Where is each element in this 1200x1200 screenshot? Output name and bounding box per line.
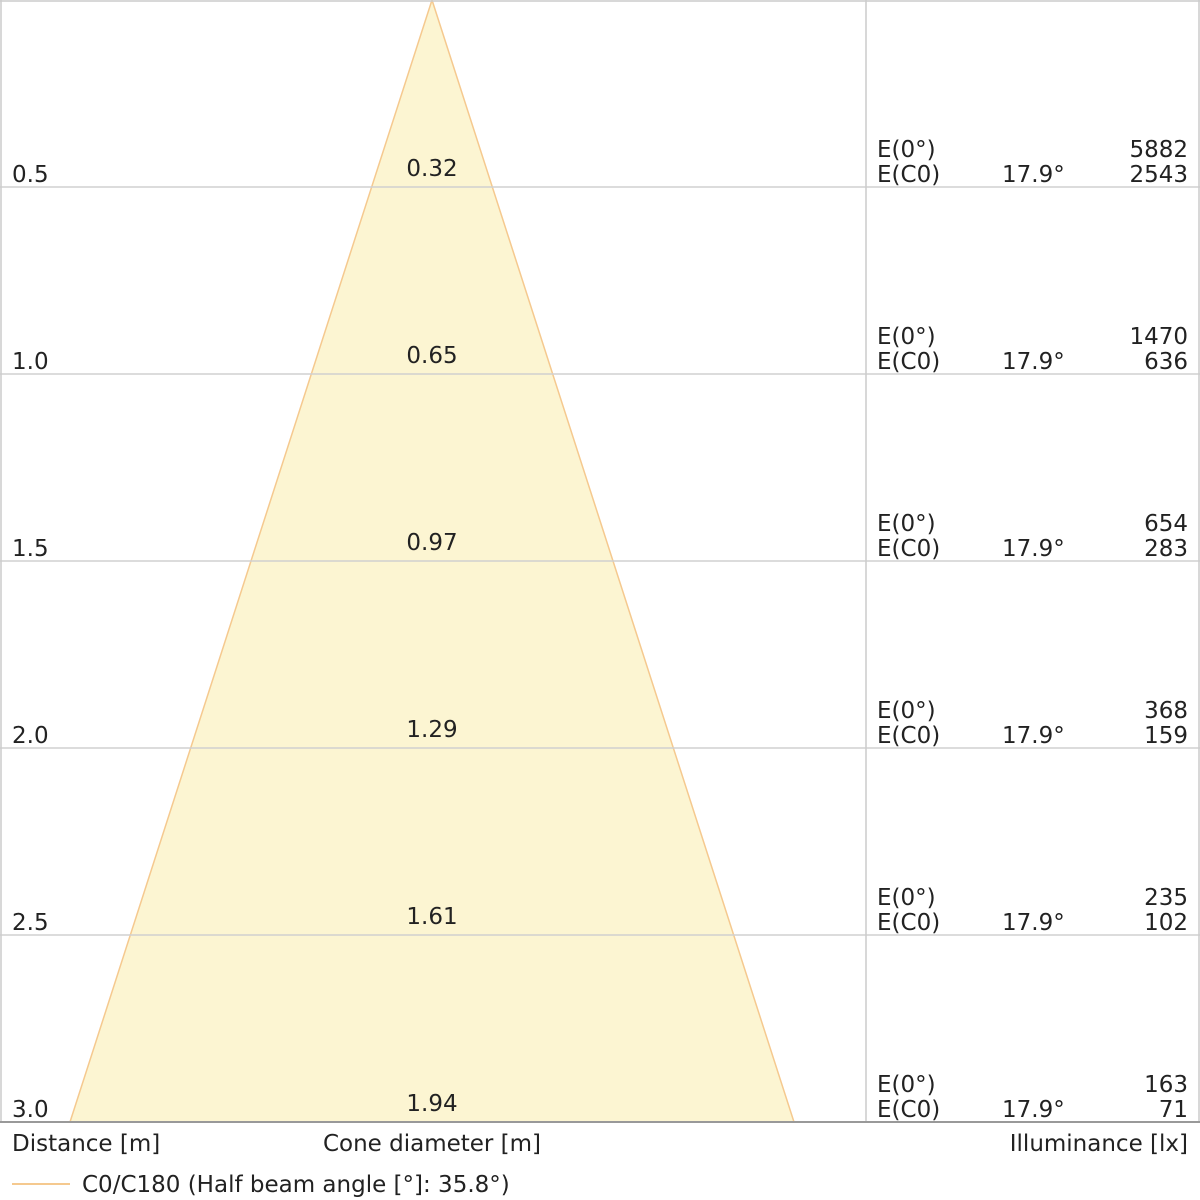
- half-angle-value: 17.9°: [1002, 723, 1065, 749]
- grid-lines: [0, 186, 1200, 936]
- distance-label: 3.0: [12, 1097, 49, 1123]
- distance-label: 2.0: [12, 723, 49, 749]
- cone-diameter-label: 0.32: [406, 156, 457, 182]
- ec0-value: 636: [1144, 349, 1188, 375]
- cone-diameter-label: 0.97: [406, 530, 457, 556]
- e0-value: 368: [1144, 698, 1188, 724]
- half-angle-value: 17.9°: [1002, 349, 1065, 375]
- ec0-label: E(C0): [877, 162, 940, 188]
- distance-axis-label: Distance [m]: [12, 1131, 160, 1157]
- distance-label: 0.5: [12, 162, 49, 188]
- half-angle-value: 17.9°: [1002, 910, 1065, 936]
- half-angle-value: 17.9°: [1002, 1097, 1065, 1123]
- ec0-value: 102: [1144, 910, 1188, 936]
- cone-diameter-axis-label: Cone diameter [m]: [323, 1131, 541, 1157]
- distance-label: 1.0: [12, 349, 49, 375]
- ec0-value: 2543: [1129, 162, 1188, 188]
- e0-value: 1470: [1129, 324, 1188, 350]
- illuminance-axis-label: Illuminance [lx]: [1010, 1131, 1188, 1157]
- ec0-value: 159: [1144, 723, 1188, 749]
- e0-label: E(0°): [877, 1072, 936, 1098]
- ec0-label: E(C0): [877, 536, 940, 562]
- cone-diameter-label: 1.94: [406, 1091, 457, 1117]
- e0-value: 235: [1144, 885, 1188, 911]
- e0-label: E(0°): [877, 324, 936, 350]
- half-angle-value: 17.9°: [1002, 162, 1065, 188]
- ec0-value: 283: [1144, 536, 1188, 562]
- cone-diameter-label: 0.65: [406, 343, 457, 369]
- half-angle-value: 17.9°: [1002, 536, 1065, 562]
- legend-label: C0/C180 (Half beam angle [°]: 35.8°): [82, 1172, 510, 1198]
- e0-label: E(0°): [877, 511, 936, 537]
- ec0-label: E(C0): [877, 1097, 940, 1123]
- e0-label: E(0°): [877, 698, 936, 724]
- e0-label: E(0°): [877, 137, 936, 163]
- e0-value: 654: [1144, 511, 1188, 537]
- e0-label: E(0°): [877, 885, 936, 911]
- ec0-value: 71: [1159, 1097, 1188, 1123]
- e0-value: 163: [1144, 1072, 1188, 1098]
- cone-diameter-label: 1.29: [406, 717, 457, 743]
- ec0-label: E(C0): [877, 723, 940, 749]
- ec0-label: E(C0): [877, 349, 940, 375]
- distance-label: 1.5: [12, 536, 49, 562]
- ec0-label: E(C0): [877, 910, 940, 936]
- e0-value: 5882: [1129, 137, 1188, 163]
- cone-diameter-label: 1.61: [406, 904, 457, 930]
- distance-label: 2.5: [12, 910, 49, 936]
